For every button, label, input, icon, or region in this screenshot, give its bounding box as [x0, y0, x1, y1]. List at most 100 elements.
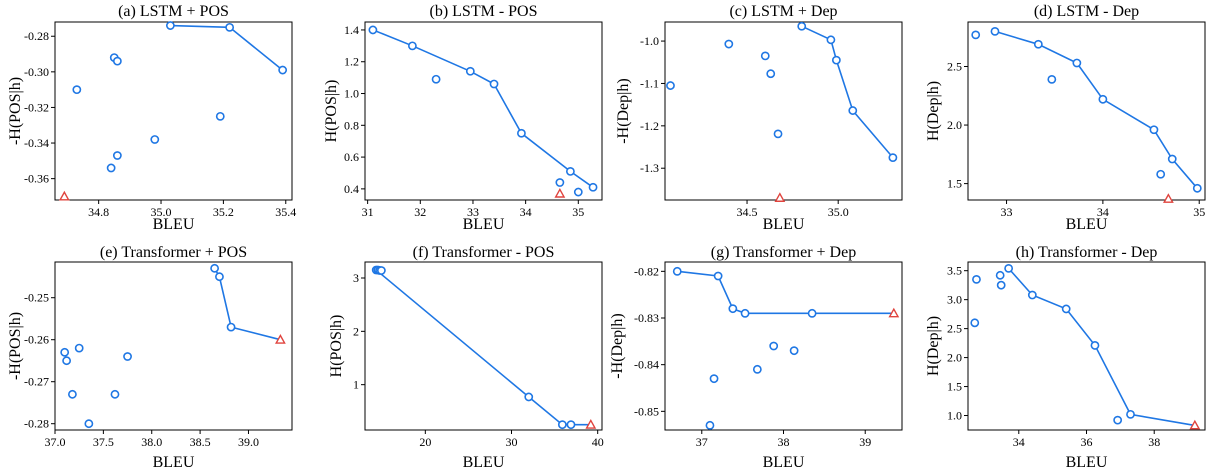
data-point — [431, 74, 441, 84]
baseline-marker — [888, 307, 900, 318]
y-tick-label: -0.28 — [24, 417, 49, 431]
x-tick-label: 37.5 — [93, 435, 114, 449]
y-tick-label: -0.30 — [24, 65, 49, 79]
y-tick-label: -0.25 — [24, 291, 49, 305]
data-point — [588, 182, 598, 192]
x-tick-label: 32 — [414, 205, 426, 219]
data-point — [62, 356, 72, 366]
panel-title: (b) LSTM - POS — [429, 3, 537, 20]
x-axis-label: BLEU — [1066, 454, 1108, 471]
y-tick-label: -0.26 — [24, 333, 49, 347]
data-point — [996, 280, 1006, 290]
data-point — [368, 25, 378, 35]
data-point — [972, 274, 981, 284]
y-axis-label: H(POS|h) — [328, 315, 345, 378]
data-point — [990, 26, 1000, 36]
data-point — [1061, 304, 1071, 314]
data-point — [666, 81, 675, 90]
data-point — [705, 420, 715, 430]
data-point — [970, 318, 980, 328]
data-point — [557, 420, 567, 430]
panel-a: (a) LSTM + POS BLEU -H(POS|h) 34.8 35.0 35… — [7, 3, 296, 233]
x-tick-label: 20 — [419, 435, 431, 449]
panel-h: (h) Transformer - Dep BLEU H(Dep|h) 34 36… — [925, 244, 1206, 471]
x-tick-label: 37 — [696, 435, 708, 449]
data-point — [971, 30, 981, 40]
y-tick-label: -0.28 — [24, 29, 49, 43]
data-point — [376, 266, 386, 275]
data-point — [728, 304, 738, 314]
axes-frame — [364, 21, 603, 201]
y-tick-label: 1.0 — [344, 87, 359, 101]
x-axis-label: BLEU — [463, 216, 505, 233]
data-point — [1098, 94, 1108, 104]
data-point — [517, 128, 526, 138]
data-point — [1192, 183, 1202, 193]
y-tick-label: 0.8 — [344, 118, 359, 132]
data-point — [1027, 290, 1037, 300]
data-point — [888, 153, 898, 163]
x-tick-label: 37.0 — [45, 435, 66, 449]
y-tick-label: 1.0 — [947, 409, 962, 423]
baseline-marker — [774, 192, 786, 202]
y-tick-label: 3 — [353, 271, 359, 285]
x-tick-label: 33 — [467, 205, 479, 219]
panel-title: (f) Transformer - POS — [413, 244, 555, 261]
y-tick-label: 2 — [353, 324, 359, 338]
panel-title: (g) Transformer + Dep — [711, 244, 856, 261]
y-tick-label: 2.5 — [947, 60, 962, 74]
data-point — [165, 21, 175, 30]
y-axis-label: -H(POS|h) — [7, 312, 24, 380]
baseline-marker — [58, 190, 70, 201]
baseline-marker — [275, 334, 286, 344]
data-point — [225, 22, 235, 32]
x-tick-label: 38.5 — [190, 435, 211, 449]
data-point — [724, 39, 734, 49]
y-tick-label: -1.1 — [640, 76, 659, 90]
panel-title: (h) Transformer - Dep — [1016, 244, 1158, 261]
x-tick-label: 39 — [859, 435, 871, 449]
y-axis-label: H(POS|h) — [323, 80, 340, 143]
x-axis-label: BLEU — [463, 454, 505, 471]
y-tick-label: 3.0 — [947, 293, 962, 307]
pareto-frontier-line — [170, 24, 284, 71]
y-tick-label: -0.34 — [24, 136, 49, 150]
y-tick-label: -0.32 — [24, 100, 49, 114]
data-point — [807, 308, 817, 318]
data-point — [106, 163, 116, 173]
data-point — [769, 341, 779, 351]
data-point — [112, 151, 122, 160]
data-point — [740, 308, 750, 318]
y-axis-label: -H(POS|h) — [7, 77, 24, 145]
data-point — [226, 322, 236, 332]
data-point — [1090, 341, 1100, 350]
data-point — [1033, 39, 1043, 49]
data-point — [797, 21, 807, 31]
axes-frame — [967, 21, 1206, 201]
y-tick-label: 1.5 — [947, 177, 962, 191]
data-point — [573, 187, 583, 197]
x-tick-label: 39.0 — [238, 435, 259, 449]
data-point — [72, 85, 82, 95]
y-tick-label: 1 — [353, 378, 359, 392]
y-tick-label: -1.0 — [640, 34, 659, 48]
data-point — [1149, 125, 1159, 135]
x-tick-label: 40 — [592, 435, 604, 449]
data-point — [831, 55, 841, 65]
pareto-frontier-line — [677, 270, 894, 315]
data-point — [112, 56, 122, 66]
data-point — [1156, 169, 1166, 179]
x-axis-label: BLEU — [1066, 216, 1108, 233]
axes-frame — [664, 21, 903, 201]
data-point — [84, 419, 94, 429]
data-point — [995, 270, 1005, 280]
data-point — [566, 420, 576, 430]
data-point — [709, 374, 719, 384]
x-tick-label: 31 — [362, 205, 374, 219]
data-point — [465, 66, 475, 76]
x-tick-label: 34.8 — [88, 205, 109, 219]
x-tick-label: 38.0 — [141, 435, 162, 449]
baseline-marker — [1189, 419, 1201, 430]
x-tick-label: 35.0 — [151, 205, 172, 219]
x-tick-label: 34 — [520, 205, 532, 219]
